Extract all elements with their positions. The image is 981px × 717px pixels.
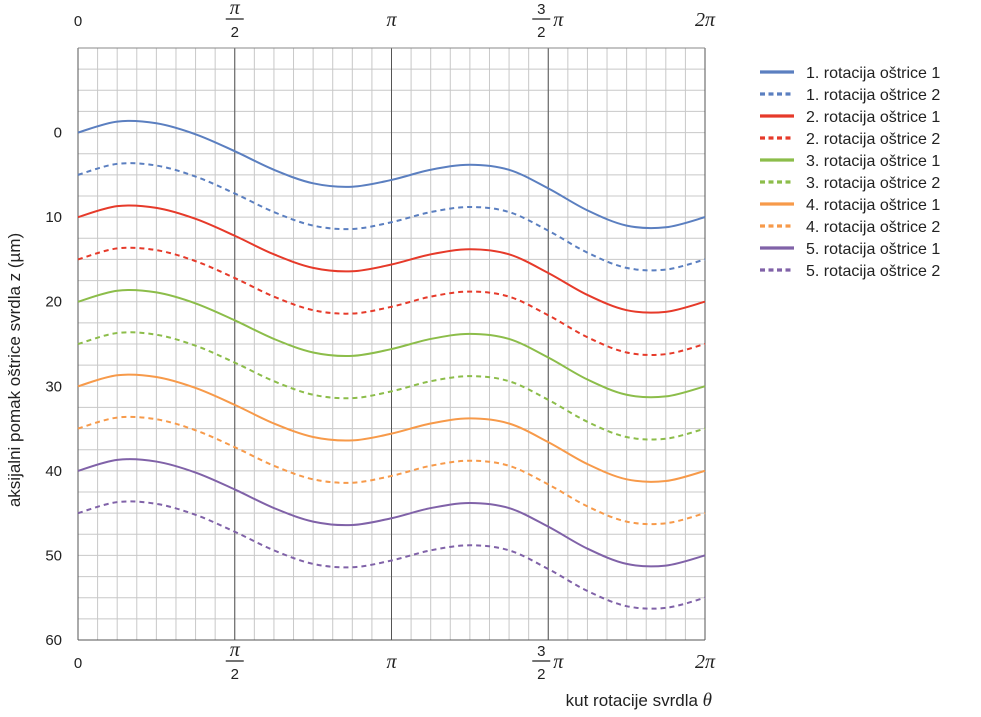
x-bottom-tick-denominator: 2 [537, 666, 545, 683]
series-line-10 [77, 500, 706, 610]
legend-label-6: 3. rotacija oštrice 2 [806, 175, 940, 192]
x-top-tick-numerator: π [230, 0, 241, 19]
legend-label-2: 1. rotacija oštrice 2 [806, 87, 940, 104]
x-bottom-tick-label: π [386, 651, 397, 673]
y-axis-label: aksijalni pomak oštrice svrdla z (µm) [5, 233, 24, 507]
x-axis-label-symbol: θ [703, 690, 712, 711]
y-tick-label: 40 [45, 463, 62, 480]
series-line-1 [77, 119, 706, 230]
legend-label-3: 2. rotacija oštrice 1 [806, 109, 940, 126]
series-line-7 [77, 373, 706, 483]
x-bottom-tick-denominator: 2 [231, 666, 239, 683]
x-axis-label: kut rotacije svrdla θ [566, 690, 712, 711]
x-top-tick-suffix: π [553, 9, 564, 31]
y-tick-label: 30 [45, 378, 62, 395]
legend-label-7: 4. rotacija oštrice 1 [806, 197, 940, 214]
legend-label-9: 5. rotacija oštrice 1 [806, 241, 940, 258]
x-bottom-tick-numerator: π [230, 639, 241, 661]
legend-label-5: 3. rotacija oštrice 1 [806, 153, 940, 170]
legend: 1. rotacija oštrice 1 1. rotacija oštrice… [760, 65, 940, 280]
x-bottom-tick-label: 2π [695, 651, 716, 673]
series-layer [77, 119, 706, 610]
x-bottom-tick-suffix: π [553, 651, 564, 673]
x-top-tick-label: π [386, 9, 397, 31]
x-top-tick-numerator: 3 [537, 1, 545, 18]
y-tick-labels: 0 10 20 30 40 50 60 [45, 125, 62, 649]
x-bottom-tick-label: 0 [74, 655, 82, 672]
legend-label-1: 1. rotacija oštrice 1 [806, 65, 940, 82]
x-top-tick-label: 2π [695, 9, 716, 31]
x-bottom-tick-numerator: 3 [537, 643, 545, 660]
x-top-tick-denominator: 2 [537, 24, 545, 41]
series-line-4 [77, 246, 706, 356]
x-top-tick-denominator: 2 [231, 24, 239, 41]
series-line-3 [77, 204, 706, 314]
series-line-8 [77, 415, 706, 526]
legend-label-4: 2. rotacija oštrice 2 [806, 131, 940, 148]
y-tick-label: 20 [45, 294, 62, 311]
series-line-6 [77, 331, 706, 441]
x-axis-label-text: kut rotacije svrdla [566, 691, 703, 710]
series-line-5 [77, 289, 706, 399]
y-tick-label: 60 [45, 632, 62, 649]
series-line-2 [77, 162, 706, 272]
series-line-9 [77, 458, 706, 568]
y-tick-label: 50 [45, 547, 62, 564]
y-tick-label: 0 [54, 125, 62, 142]
y-tick-label: 10 [45, 209, 62, 226]
x-top-tick-label: 0 [74, 13, 82, 30]
legend-label-10: 5. rotacija oštrice 2 [806, 263, 940, 280]
legend-label-8: 4. rotacija oštrice 2 [806, 219, 940, 236]
